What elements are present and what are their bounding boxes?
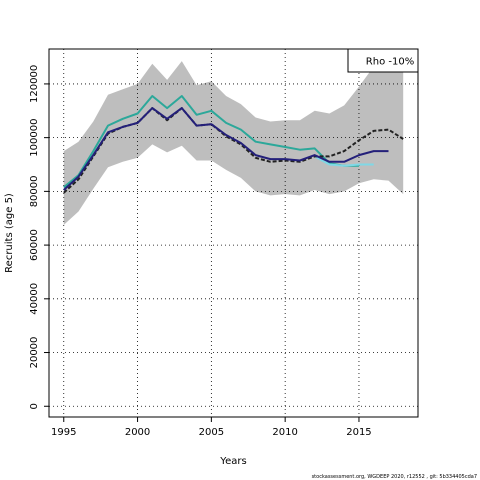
confidence-band-layer bbox=[63, 61, 404, 225]
series-line-4 bbox=[63, 107, 389, 191]
y-axis: 0 20000 40000 60000 80000 100000 120000 bbox=[29, 65, 49, 409]
plot-frame bbox=[48, 48, 419, 418]
legend-box bbox=[347, 48, 419, 73]
x-tick-label: 2015 bbox=[346, 427, 371, 438]
legend-label: Rho -10% bbox=[366, 57, 414, 68]
y-tick-label: 60000 bbox=[29, 229, 40, 261]
y-tick-label: 120000 bbox=[29, 65, 40, 103]
y-tick-label: 20000 bbox=[29, 337, 40, 369]
legend: Rho -10% bbox=[347, 48, 419, 73]
series-line-1 bbox=[63, 95, 359, 189]
series-layer bbox=[63, 95, 404, 194]
footer-note: stockassessment.org, WGDEEP 2020, r12552… bbox=[312, 474, 477, 480]
x-tick-label: 2010 bbox=[272, 427, 297, 438]
confidence-band bbox=[63, 61, 404, 225]
x-axis: 1995 2000 2005 2010 2015 bbox=[51, 417, 372, 438]
x-tick-label: 1995 bbox=[51, 427, 76, 438]
series-line-2 bbox=[314, 155, 374, 167]
x-axis-title: Years bbox=[219, 456, 246, 467]
y-tick-label: 100000 bbox=[29, 119, 40, 157]
y-axis-title: Recruits (age 5) bbox=[4, 193, 15, 273]
y-tick-label: 0 bbox=[29, 403, 40, 409]
x-tick-label: 2000 bbox=[125, 427, 150, 438]
grid-layer bbox=[49, 49, 418, 417]
y-tick-label: 80000 bbox=[29, 175, 40, 207]
y-tick-label: 40000 bbox=[29, 283, 40, 315]
x-tick-label: 2005 bbox=[199, 427, 224, 438]
